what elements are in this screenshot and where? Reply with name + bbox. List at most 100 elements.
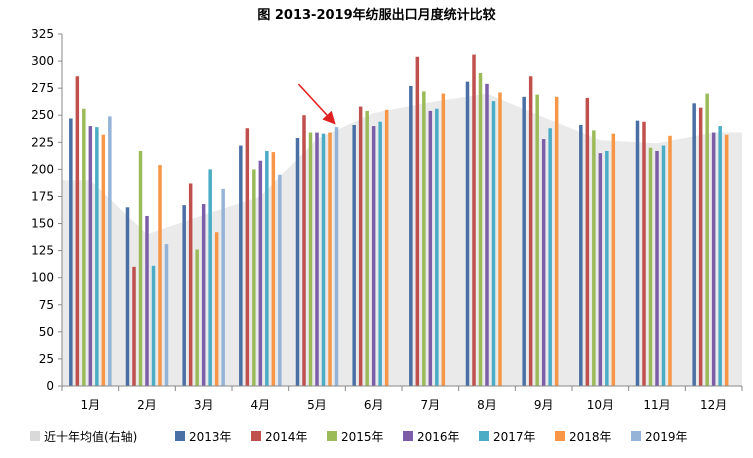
bar-2013年-3月 xyxy=(182,205,186,386)
bar-2017年-5月 xyxy=(321,133,326,386)
bar-2018年-2月 xyxy=(158,165,162,386)
legend-label: 2019年 xyxy=(645,430,688,444)
x-tick-label: 8月 xyxy=(477,398,497,412)
bar-2014年-2月 xyxy=(132,266,136,386)
bar-2018年-1月 xyxy=(101,134,106,386)
bar-2015年-2月 xyxy=(138,150,143,386)
bar-2016年-1月 xyxy=(88,126,93,387)
bar-2017年-7月 xyxy=(435,108,439,387)
bar-2013年-6月 xyxy=(352,124,356,387)
x-tick-label: 10月 xyxy=(587,398,614,412)
y-tick-label: 175 xyxy=(31,189,54,203)
y-tick-label: 225 xyxy=(31,135,54,149)
bar-2018年-9月 xyxy=(554,96,559,387)
legend-label: 2018年 xyxy=(569,430,612,444)
bar-2013年-5月 xyxy=(295,137,300,386)
bar-2015年-11月 xyxy=(648,147,653,386)
y-tick-label: 50 xyxy=(39,325,54,339)
y-tick-label: 0 xyxy=(46,379,54,393)
bar-2013年-2月 xyxy=(125,207,130,386)
bar-2013年-10月 xyxy=(579,124,583,387)
legend-swatch xyxy=(251,431,261,441)
bar-2013年-4月 xyxy=(239,145,243,386)
x-tick-label: 6月 xyxy=(364,398,384,412)
bar-2013年-7月 xyxy=(409,85,413,386)
bar-2017年-6月 xyxy=(378,121,382,386)
bar-2016年-11月 xyxy=(655,150,659,386)
bar-2014年-1月 xyxy=(75,76,80,387)
bar-2016年-4月 xyxy=(258,160,263,386)
legend-swatch xyxy=(30,431,40,441)
bar-2015年-10月 xyxy=(592,130,596,386)
x-tick-label: 11月 xyxy=(643,398,670,412)
y-tick-label: 150 xyxy=(31,217,54,231)
legend-label: 2014年 xyxy=(265,430,308,444)
bar-2017年-12月 xyxy=(718,126,722,387)
legend-label: 近十年均值(右轴) xyxy=(44,429,137,444)
legend-swatch xyxy=(403,431,413,441)
legend-label: 2013年 xyxy=(189,430,232,444)
bar-2018年-3月 xyxy=(214,232,219,386)
bar-2018年-4月 xyxy=(271,152,276,386)
bar-2017年-3月 xyxy=(208,169,212,386)
y-tick-label: 75 xyxy=(39,298,54,312)
bar-2014年-6月 xyxy=(358,106,363,386)
x-tick-label: 2月 xyxy=(137,398,157,412)
bar-2018年-12月 xyxy=(724,134,729,386)
legend-item: 2015年 xyxy=(327,430,384,444)
x-tick-label: 5月 xyxy=(307,398,327,412)
bar-2014年-5月 xyxy=(302,115,306,386)
bar-layer xyxy=(69,54,729,387)
bar-2013年-9月 xyxy=(522,96,526,387)
bar-2017年-10月 xyxy=(605,150,609,386)
bar-2017年-8月 xyxy=(491,101,496,387)
bar-2018年-5月 xyxy=(328,132,332,386)
axis-layer: 0 25 50 75 100 125 150 175 200 225 250 275 300 325 1月 2… xyxy=(31,27,743,412)
annotation-arrow xyxy=(297,83,336,125)
legend-swatch xyxy=(555,431,565,441)
bar-2015年-7月 xyxy=(422,91,426,386)
legend-swatch xyxy=(327,431,337,441)
bar-2015年-1月 xyxy=(82,108,86,387)
bar-2014年-11月 xyxy=(642,121,646,386)
bar-2017年-4月 xyxy=(265,150,269,386)
bar-2019年-3月 xyxy=(221,188,225,386)
legend-item: 2016年 xyxy=(403,430,460,444)
bar-2016年-3月 xyxy=(201,204,206,386)
bar-2015年-3月 xyxy=(195,249,199,386)
bar-2013年-8月 xyxy=(465,81,470,386)
bar-2016年-5月 xyxy=(315,132,319,386)
bar-2014年-4月 xyxy=(245,128,250,386)
x-tick-label: 3月 xyxy=(194,398,214,412)
legend-item: 2014年 xyxy=(251,430,308,444)
bar-2018年-8月 xyxy=(498,92,502,387)
bar-2016年-9月 xyxy=(541,139,546,386)
legend-item: 2013年 xyxy=(175,430,232,444)
bar-2015年-4月 xyxy=(252,169,256,386)
bar-2014年-8月 xyxy=(472,54,476,386)
average-area xyxy=(62,93,742,387)
y-tick-label: 100 xyxy=(31,271,54,285)
x-tick-label: 7月 xyxy=(421,398,441,412)
bar-2015年-9月 xyxy=(535,94,539,386)
legend-swatch xyxy=(479,431,489,441)
legend-swatch xyxy=(631,431,641,441)
bar-2017年-1月 xyxy=(95,127,99,386)
y-tick-label: 250 xyxy=(31,108,54,122)
bar-2014年-10月 xyxy=(585,97,590,386)
y-tick-label: 200 xyxy=(31,162,54,176)
bar-2018年-7月 xyxy=(441,93,446,387)
bar-2019年-4月 xyxy=(278,174,282,386)
bar-2016年-12月 xyxy=(711,132,716,386)
x-tick-label: 4月 xyxy=(251,398,271,412)
bar-2016年-8月 xyxy=(485,83,489,387)
legend-label: 2017年 xyxy=(493,430,536,444)
y-tick-label: 275 xyxy=(31,81,54,95)
bar-2015年-12月 xyxy=(705,93,709,387)
bar-2013年-1月 xyxy=(69,118,73,386)
bar-2019年-5月 xyxy=(334,127,339,386)
bar-2013年-12月 xyxy=(692,103,696,386)
bar-2016年-6月 xyxy=(371,126,376,387)
bar-2017年-9月 xyxy=(548,128,552,386)
